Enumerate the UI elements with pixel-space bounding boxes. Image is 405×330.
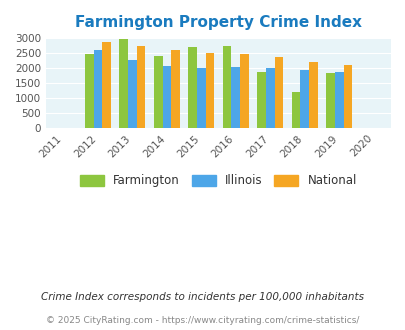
Text: Crime Index corresponds to incidents per 100,000 inhabitants: Crime Index corresponds to incidents per… [41,292,364,302]
Bar [188,48,196,128]
Bar [239,54,248,128]
Bar [102,42,111,128]
Bar [326,73,334,128]
Bar [308,62,317,128]
Bar [93,50,102,128]
Bar [85,54,93,128]
Bar [119,39,128,128]
Bar [171,50,179,128]
Bar [231,67,239,128]
Bar [136,46,145,128]
Title: Farmington Property Crime Index: Farmington Property Crime Index [75,15,361,30]
Bar [274,57,283,128]
Bar [265,68,274,128]
Bar [205,53,214,128]
Bar [257,72,265,128]
Legend: Farmington, Illinois, National: Farmington, Illinois, National [74,169,362,193]
Bar [153,55,162,128]
Bar [343,65,351,128]
Text: © 2025 CityRating.com - https://www.cityrating.com/crime-statistics/: © 2025 CityRating.com - https://www.city… [46,315,359,325]
Bar [128,60,136,128]
Bar [196,68,205,128]
Bar [300,70,308,128]
Bar [162,66,171,128]
Bar [334,72,343,128]
Bar [291,92,300,128]
Bar [222,46,231,128]
